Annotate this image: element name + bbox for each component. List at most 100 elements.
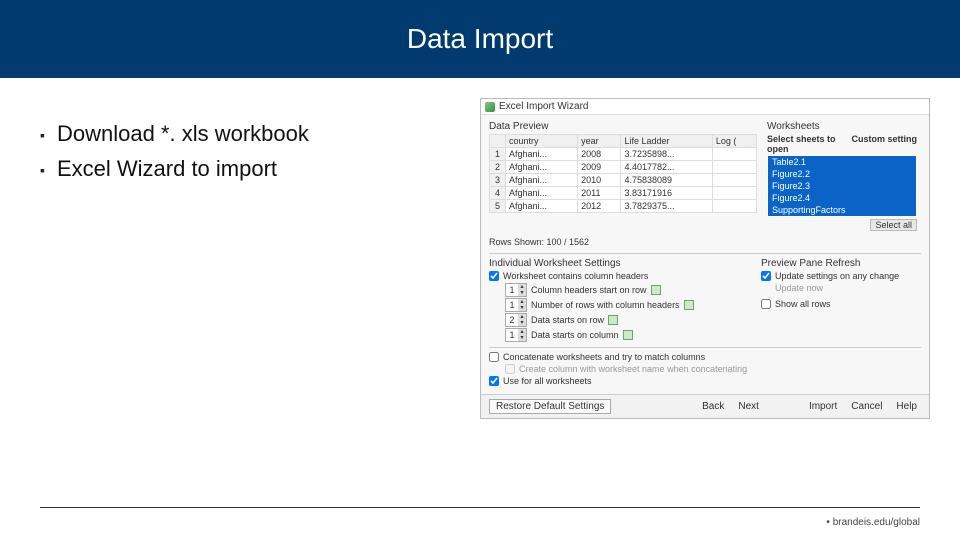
bullet-item: Download *. xls workbook	[40, 116, 460, 151]
table-cell: 4.75838089	[621, 174, 712, 187]
table-cell	[712, 161, 756, 174]
setting-label: Column headers start on row	[531, 285, 647, 295]
table-cell: Afghani...	[506, 187, 578, 200]
setting-row: 1▴▾ Column headers start on row	[505, 283, 745, 297]
setting-row: 1▴▾ Data starts on column	[505, 328, 745, 342]
footer-divider	[40, 507, 920, 508]
table-cell: 3.7235898...	[621, 148, 712, 161]
bullet-item: Excel Wizard to import	[40, 151, 460, 186]
worksheet-item[interactable]: Figure2.4	[768, 192, 916, 204]
concat-checkbox[interactable]	[489, 352, 499, 362]
table-cell: 3.83171916	[621, 187, 712, 200]
table-cell: 1	[490, 148, 506, 161]
rows-shown-label: Rows Shown: 100 / 1562	[489, 237, 921, 247]
contains-headers-checkbox[interactable]	[489, 271, 499, 281]
concat-text: Concatenate worksheets and try to match …	[503, 352, 705, 362]
table-row[interactable]: 5Afghani...20123.7829375...	[490, 200, 757, 213]
contains-headers-text: Worksheet contains column headers	[503, 271, 648, 281]
spinner-down-icon[interactable]: ▾	[518, 305, 526, 311]
number-spinner[interactable]: 1▴▾	[505, 298, 527, 312]
individual-settings-label: Individual Worksheet Settings	[489, 258, 745, 269]
worksheets-header: Select sheets to open Custom setting	[767, 134, 917, 154]
worksheet-item[interactable]: Table2.1	[768, 156, 916, 168]
create-col-text: Create column with worksheet name when c…	[519, 364, 747, 374]
update-any-text: Update settings on any change	[775, 271, 899, 281]
table-cell	[712, 200, 756, 213]
table-row[interactable]: 1Afghani...20083.7235898...	[490, 148, 757, 161]
import-button[interactable]: Import	[805, 400, 841, 413]
bullet-text: Download *. xls workbook	[57, 116, 309, 151]
worksheet-list[interactable]: Table2.1Figure2.2Figure2.3Figure2.4Suppo…	[767, 155, 917, 217]
number-spinner[interactable]: 1▴▾	[505, 328, 527, 342]
setting-label: Data starts on column	[531, 330, 619, 340]
data-preview-table: countryyearLife LadderLog ( 1Afghani...2…	[489, 134, 757, 213]
back-button[interactable]: Back	[698, 400, 728, 413]
setting-label: Data starts on row	[531, 315, 604, 325]
restore-defaults-button[interactable]: Restore Default Settings	[489, 399, 611, 414]
preview-col-header: Log (	[712, 135, 756, 148]
dialog-titlebar: Excel Import Wizard	[481, 99, 929, 115]
table-cell: 4.4017782...	[621, 161, 712, 174]
number-spinner[interactable]: 1▴▾	[505, 283, 527, 297]
table-cell: 2011	[578, 187, 621, 200]
setting-label: Number of rows with column headers	[531, 300, 680, 310]
cancel-button[interactable]: Cancel	[847, 400, 886, 413]
table-row[interactable]: 2Afghani...20094.4017782...	[490, 161, 757, 174]
table-cell: 2008	[578, 148, 621, 161]
spinner-down-icon[interactable]: ▾	[518, 320, 526, 326]
table-cell: 3.7829375...	[621, 200, 712, 213]
table-cell: Afghani...	[506, 174, 578, 187]
app-icon	[485, 102, 495, 112]
help-button[interactable]: Help	[892, 400, 921, 413]
table-cell: 4	[490, 187, 506, 200]
dialog-button-bar: Restore Default Settings Back Next Impor…	[481, 394, 929, 418]
use-all-text: Use for all worksheets	[503, 376, 592, 386]
spinner-down-icon[interactable]: ▾	[518, 290, 526, 296]
table-cell	[712, 187, 756, 200]
target-icon[interactable]	[608, 315, 618, 325]
table-row[interactable]: 3Afghani...20104.75838089	[490, 174, 757, 187]
target-icon[interactable]	[651, 285, 661, 295]
table-cell: 2010	[578, 174, 621, 187]
table-cell: 2	[490, 161, 506, 174]
table-cell: 3	[490, 174, 506, 187]
create-col-checkbox	[505, 364, 515, 374]
data-preview-label: Data Preview	[489, 121, 757, 132]
table-cell	[712, 148, 756, 161]
refresh-label: Preview Pane Refresh	[761, 258, 921, 269]
worksheets-label: Worksheets	[767, 121, 917, 132]
slide-header: Data Import	[0, 0, 960, 78]
table-cell	[712, 174, 756, 187]
use-all-checkbox[interactable]	[489, 376, 499, 386]
preview-col-header	[490, 135, 506, 148]
slide-body: Download *. xls workbook Excel Wizard to…	[0, 78, 960, 419]
ws-head-right: Custom setting	[851, 134, 917, 154]
dialog-title: Excel Import Wizard	[499, 101, 588, 112]
table-cell: Afghani...	[506, 200, 578, 213]
update-any-checkbox[interactable]	[761, 271, 771, 281]
worksheet-item[interactable]: SupportingFactors	[768, 204, 916, 216]
number-spinner[interactable]: 2▴▾	[505, 313, 527, 327]
show-all-rows-checkbox[interactable]	[761, 299, 771, 309]
table-cell: 2009	[578, 161, 621, 174]
table-cell: Afghani...	[506, 148, 578, 161]
table-cell: 2012	[578, 200, 621, 213]
target-icon[interactable]	[623, 330, 633, 340]
next-button[interactable]: Next	[734, 400, 763, 413]
setting-row: 2▴▾ Data starts on row	[505, 313, 745, 327]
preview-col-header: Life Ladder	[621, 135, 712, 148]
footer-text: • brandeis.edu/global	[826, 517, 920, 528]
import-wizard-dialog: Excel Import Wizard Data Preview country…	[480, 98, 930, 419]
update-now-text[interactable]: Update now	[775, 283, 823, 293]
table-cell: Afghani...	[506, 161, 578, 174]
select-all-button[interactable]: Select all	[870, 219, 917, 231]
worksheet-item[interactable]: Figure2.3	[768, 180, 916, 192]
worksheet-item[interactable]: Figure2.2	[768, 168, 916, 180]
preview-col-header: year	[578, 135, 621, 148]
table-row[interactable]: 4Afghani...20113.83171916	[490, 187, 757, 200]
spinner-down-icon[interactable]: ▾	[518, 335, 526, 341]
preview-col-header: country	[506, 135, 578, 148]
ws-head-left: Select sheets to open	[767, 134, 851, 154]
bullet-list: Download *. xls workbook Excel Wizard to…	[40, 98, 460, 419]
target-icon[interactable]	[684, 300, 694, 310]
